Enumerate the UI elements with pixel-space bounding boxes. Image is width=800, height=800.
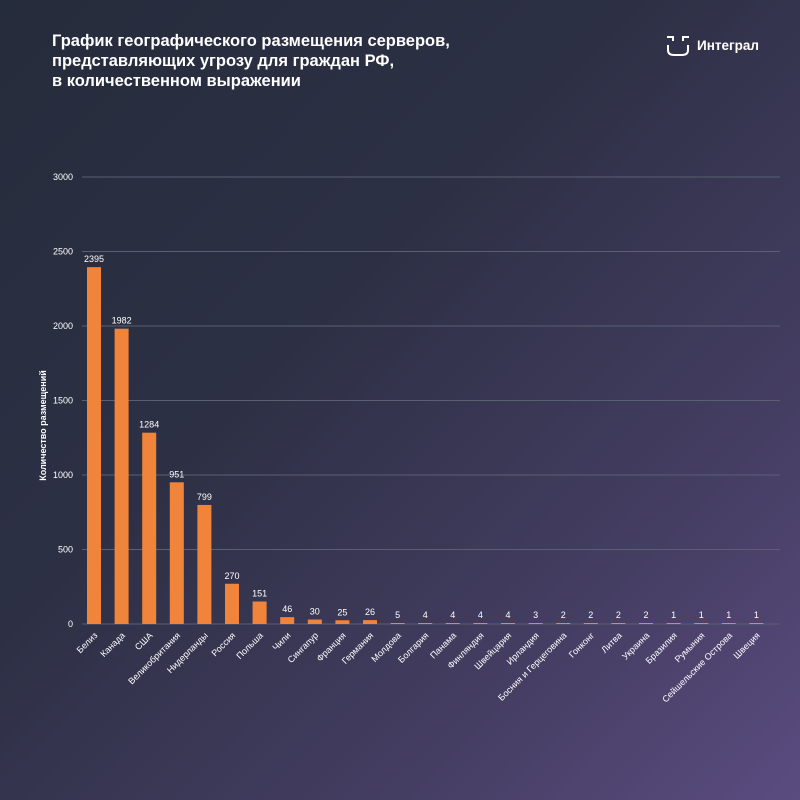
bar bbox=[666, 623, 681, 624]
bar bbox=[280, 617, 295, 624]
data-label: 151 bbox=[252, 589, 267, 599]
bar bbox=[528, 623, 543, 624]
bar bbox=[418, 623, 433, 624]
data-label: 1982 bbox=[112, 316, 132, 326]
data-label: 2 bbox=[561, 610, 566, 620]
bar bbox=[142, 432, 157, 624]
bar bbox=[307, 619, 322, 624]
data-label: 2 bbox=[616, 610, 621, 620]
x-tick-label: Сингапур bbox=[286, 630, 321, 665]
data-label: 270 bbox=[224, 571, 239, 581]
data-label: 26 bbox=[365, 607, 375, 617]
data-label: 4 bbox=[450, 610, 455, 620]
data-label: 2395 bbox=[84, 254, 104, 264]
brand-logo: Интеграл bbox=[665, 32, 759, 58]
bar bbox=[473, 623, 488, 624]
data-label: 30 bbox=[310, 607, 320, 617]
data-label: 1 bbox=[671, 610, 676, 620]
bar bbox=[749, 623, 764, 624]
data-label: 1 bbox=[754, 610, 759, 620]
data-label: 3 bbox=[533, 610, 538, 620]
bar bbox=[639, 623, 653, 624]
data-label: 4 bbox=[423, 610, 428, 620]
y-tick-label: 0 bbox=[68, 619, 73, 629]
bar bbox=[611, 623, 626, 624]
bar bbox=[390, 623, 405, 624]
bar bbox=[363, 620, 377, 624]
y-tick-label: 3000 bbox=[53, 172, 73, 182]
y-tick-label: 1000 bbox=[53, 470, 73, 480]
bar-chart: 0 500 1000 1500 2000 2500 3000 Количество разме… bbox=[38, 172, 780, 704]
x-tick-label: Чили bbox=[270, 630, 292, 652]
data-label: 4 bbox=[505, 610, 510, 620]
y-axis-label: Количество размещений bbox=[38, 370, 48, 481]
bar bbox=[556, 623, 571, 624]
x-tick-label: Канада bbox=[98, 630, 127, 659]
x-tick-label: Польша bbox=[234, 630, 265, 661]
bar bbox=[445, 623, 460, 624]
bar bbox=[114, 328, 129, 624]
x-tick-label: США bbox=[133, 630, 155, 652]
y-tick-label: 2000 bbox=[53, 321, 73, 331]
data-label: 1284 bbox=[139, 420, 159, 430]
bar bbox=[583, 623, 598, 624]
data-label: 5 bbox=[395, 610, 400, 620]
bar bbox=[87, 267, 101, 624]
data-label: 46 bbox=[282, 604, 292, 614]
x-tick-label: Литва bbox=[599, 630, 624, 655]
x-tick-label: Гонконг bbox=[567, 630, 597, 660]
bar bbox=[335, 620, 350, 624]
data-label: 799 bbox=[197, 492, 212, 502]
data-label: 951 bbox=[169, 469, 184, 479]
y-tick-label: 1500 bbox=[53, 396, 73, 406]
bar bbox=[225, 583, 239, 624]
x-tick-label: Болгария bbox=[396, 630, 431, 665]
data-label: 2 bbox=[588, 610, 593, 620]
data-label: 4 bbox=[478, 610, 483, 620]
bar bbox=[169, 482, 184, 624]
x-tick-label: Швеция bbox=[731, 630, 761, 660]
chart-title: График географического размещения сервер… bbox=[52, 31, 572, 91]
y-tick-label: 2500 bbox=[53, 247, 73, 257]
y-tick-label: 500 bbox=[58, 545, 73, 555]
bar bbox=[694, 623, 709, 624]
title-line-1: График географического размещения сервер… bbox=[52, 32, 450, 50]
bar bbox=[252, 601, 267, 624]
title-line-3: в количественном выражении bbox=[52, 72, 301, 90]
data-label: 25 bbox=[337, 607, 347, 617]
data-label: 2 bbox=[643, 610, 648, 620]
data-label: 1 bbox=[726, 610, 731, 620]
data-label: 1 bbox=[699, 610, 704, 620]
bar bbox=[197, 504, 212, 624]
x-tick-label: Белиз bbox=[75, 630, 100, 655]
bar bbox=[501, 623, 515, 624]
title-line-2: представляющих угрозу для граждан РФ, bbox=[52, 52, 395, 70]
integral-logo-icon bbox=[667, 36, 689, 56]
bar bbox=[721, 623, 736, 624]
brand-name: Интеграл bbox=[697, 37, 759, 53]
